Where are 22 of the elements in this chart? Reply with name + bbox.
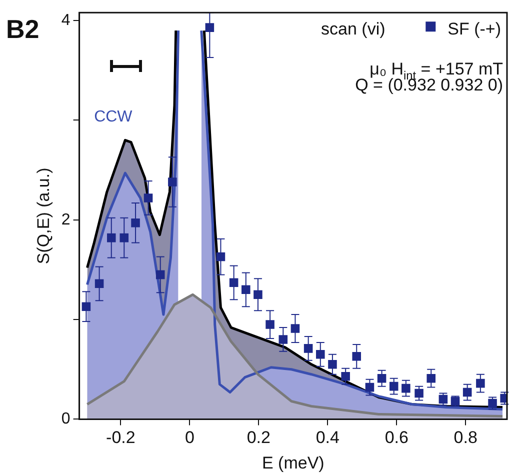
point: [131, 218, 140, 228]
point: [352, 352, 362, 361]
legend-label: SF (-+): [448, 20, 501, 39]
x-axis-title: E (meV): [262, 453, 324, 472]
text: CCW: [94, 108, 134, 126]
x-tick-label: -0.2: [106, 428, 136, 448]
point: [254, 290, 262, 300]
y-tick-label: 4: [61, 12, 70, 29]
y-tick-label: 2: [61, 211, 70, 228]
x-tick-label: 0.8: [454, 428, 478, 448]
y-axis-title: S(Q,E) (a.u.): [34, 168, 53, 264]
text: B2: [6, 14, 40, 44]
annotation: scan (vi): [321, 20, 386, 39]
x-tick-label: 0.6: [384, 428, 408, 448]
x-tick-label: 0: [184, 428, 194, 448]
x-tick-label: 0.4: [316, 428, 340, 448]
y-tick-label: 0: [61, 410, 70, 428]
point: [168, 178, 177, 186]
point: [266, 320, 274, 329]
point: [316, 350, 325, 359]
point: [328, 360, 337, 369]
x-tick-label: 0.2: [246, 428, 270, 448]
